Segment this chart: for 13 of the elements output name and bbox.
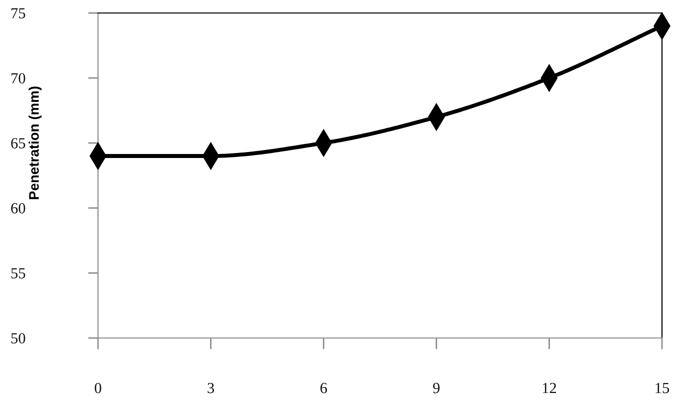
y-tick-label: 65 xyxy=(11,138,26,148)
x-tick-label: 15 xyxy=(656,382,670,394)
y-tick-label: 75 xyxy=(12,8,26,18)
y-tick-label: 50 xyxy=(11,333,26,344)
x-tick-label: 0 xyxy=(94,382,102,394)
y-tick-label: 60 xyxy=(11,203,26,214)
x-tick-label: 3 xyxy=(208,382,214,394)
x-tick-label: 12 xyxy=(542,382,556,394)
y-tick-label: 55 xyxy=(11,268,26,278)
x-tick-label: 9 xyxy=(433,382,440,394)
y-tick-label: 70 xyxy=(12,73,26,84)
y-axis-title: Penetration (mm) xyxy=(28,86,42,200)
x-tick-label: 6 xyxy=(320,382,327,394)
